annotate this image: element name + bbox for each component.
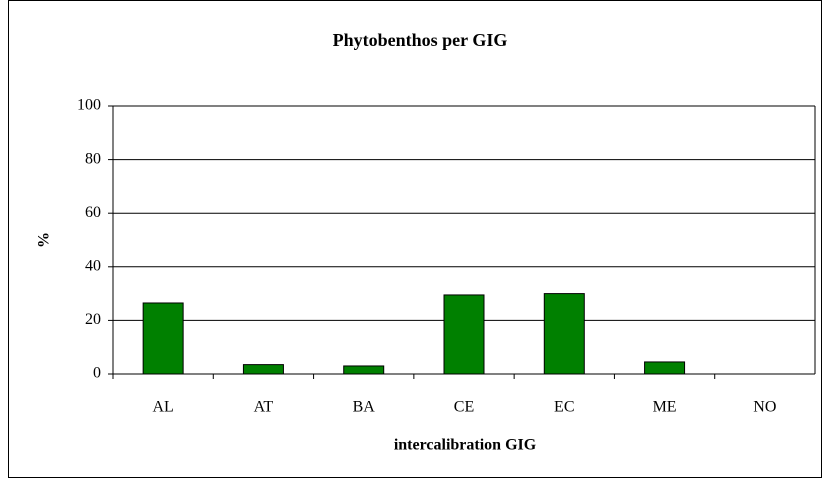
x-tick-label: NO — [753, 399, 776, 416]
x-tick-label: BA — [353, 399, 376, 416]
x-tick-label: ME — [653, 399, 677, 416]
bar — [343, 365, 385, 375]
bar — [242, 364, 284, 375]
bar — [443, 294, 485, 375]
y-tick-label: 80 — [85, 150, 101, 167]
x-tick-label: AT — [254, 399, 274, 416]
y-tick-label: 40 — [85, 257, 101, 274]
y-tick-label: 0 — [93, 365, 101, 382]
bar — [543, 293, 585, 375]
chart-title: Phytobenthos per GIG — [333, 30, 508, 50]
y-tick-label: 60 — [85, 204, 101, 221]
x-tick-label: EC — [554, 399, 574, 416]
y-axis-label: % — [36, 232, 53, 248]
y-tick-label: 20 — [85, 311, 101, 328]
y-tick-label: 100 — [77, 97, 101, 114]
x-tick-label: AL — [152, 399, 173, 416]
bar — [644, 361, 686, 375]
x-axis-label: intercalibration GIG — [394, 437, 537, 454]
x-tick-label: CE — [454, 399, 474, 416]
bar — [142, 302, 184, 375]
